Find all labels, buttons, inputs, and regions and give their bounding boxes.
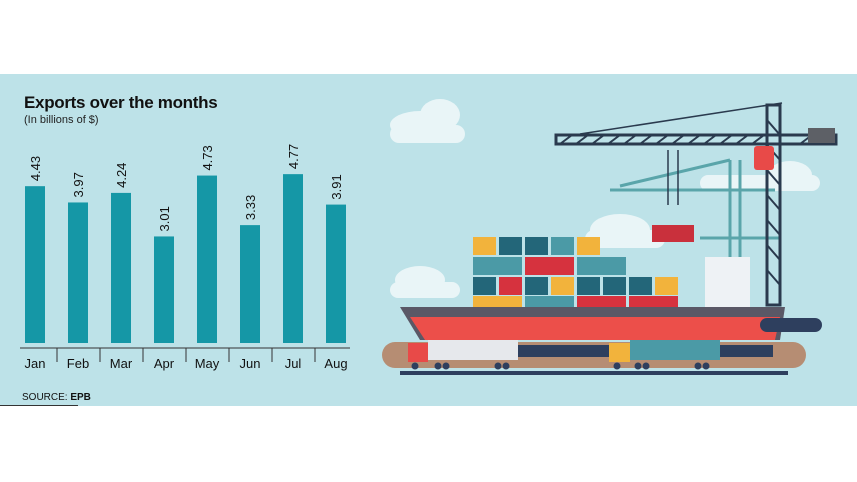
data-label: 4.24 [114, 163, 129, 188]
data-label: 3.91 [329, 174, 344, 199]
bar-chart: 4.43 Jan 3.97 Feb 4.24 Mar 3.01 Apr 4.73 May 3.33 J… [20, 144, 350, 371]
bar-apr [154, 236, 174, 343]
data-label: 3.97 [71, 172, 86, 197]
bar-jul [283, 174, 303, 343]
chart-title: Exports over the months [24, 93, 218, 112]
bar-mar [111, 192, 131, 343]
bar-jun [240, 225, 260, 343]
chart-subtitle: (In billions of $) [24, 114, 99, 126]
x-tick-label: Jan [25, 356, 46, 371]
data-label: 4.43 [28, 156, 43, 181]
main-crane [554, 102, 838, 307]
x-tick-label: May [195, 356, 220, 371]
data-label: 4.77 [286, 144, 301, 169]
x-tick-label: Aug [324, 356, 347, 371]
data-label: 4.73 [200, 145, 215, 170]
bar-jan [25, 186, 45, 343]
source-note: SOURCE: EPB [22, 392, 91, 403]
clouds [390, 99, 820, 298]
ship-hull [410, 317, 780, 340]
ship-bridge [705, 257, 750, 307]
source-value: EPB [70, 392, 91, 403]
port-illustration [382, 99, 838, 375]
source-label: SOURCE: [22, 392, 68, 403]
x-tick-label: Mar [110, 356, 133, 371]
truck-yellow [609, 340, 720, 370]
x-tick-label: Jun [240, 356, 261, 371]
data-label: 3.01 [157, 206, 172, 231]
x-tick-label: Apr [154, 356, 175, 371]
truck-red [408, 340, 518, 370]
bar-feb [68, 202, 88, 343]
bar-may [197, 175, 217, 343]
data-label: 3.33 [243, 195, 258, 220]
containers [473, 237, 678, 314]
x-tick-label: Feb [67, 356, 89, 371]
source-divider [0, 405, 78, 406]
bar-aug [326, 204, 346, 343]
x-tick-label: Jul [285, 356, 302, 371]
